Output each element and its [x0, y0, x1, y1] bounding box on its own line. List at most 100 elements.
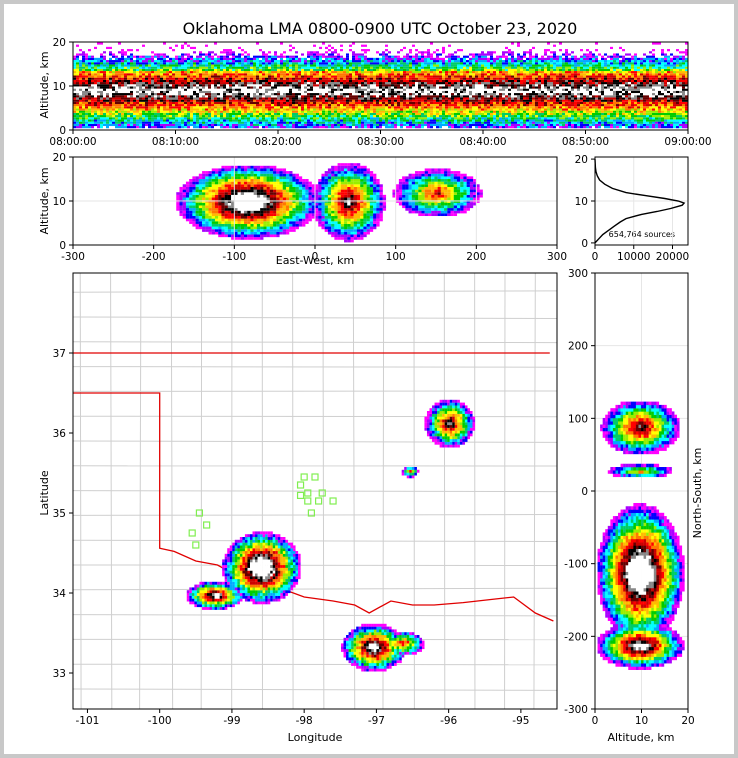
time-density-cell [493, 88, 496, 91]
time-density-cell [394, 110, 397, 113]
time-density-cell [508, 123, 511, 127]
time-density-cell [319, 104, 322, 107]
time-density-cell [424, 123, 427, 127]
time-density-cell [346, 115, 349, 118]
time-density-cell [163, 108, 166, 111]
time-density-cell [469, 82, 472, 85]
time-density-cell [355, 108, 358, 111]
time-density-cell [283, 64, 286, 67]
time-density-cell [112, 93, 115, 96]
time-density-cell [238, 121, 241, 124]
time-density-cell [274, 126, 277, 129]
time-density-cell [481, 71, 484, 74]
time-density-cell [76, 75, 79, 78]
time-density-cell [130, 53, 133, 56]
time-density-cell [298, 126, 301, 129]
time-density-cell [475, 64, 478, 67]
time-density-cell [367, 106, 370, 109]
time-density-cell [364, 77, 367, 80]
time-density-cell [157, 106, 160, 109]
time-density-cell [391, 95, 394, 98]
time-density-cell [307, 108, 310, 111]
time-density-cell [436, 82, 439, 85]
time-density-cell [370, 82, 373, 85]
time-density-cell [514, 108, 517, 111]
time-density-cell [466, 95, 469, 98]
time-density-cell [124, 115, 127, 118]
time-density-cell [193, 86, 196, 89]
time-density-cell [148, 62, 151, 65]
time-density-cell [355, 106, 358, 109]
time-density-cell [121, 121, 124, 124]
time-density-cell [361, 104, 364, 107]
time-density-cell [76, 126, 79, 129]
time-density-cell [490, 64, 493, 67]
time-density-cell [295, 62, 298, 65]
time-density-cell [226, 90, 229, 94]
time-density-cell [130, 117, 133, 120]
time-density-cell [346, 68, 349, 72]
time-density-cell [121, 77, 124, 80]
time-density-cell [277, 126, 280, 129]
time-density-cell [493, 117, 496, 120]
time-density-cell [250, 77, 253, 80]
time-density-cell [367, 123, 370, 127]
time-density-cell [331, 115, 334, 118]
time-density-cell [376, 60, 379, 63]
time-density-cell [73, 90, 76, 94]
time-density-cell [223, 49, 226, 52]
time-density-cell [298, 86, 301, 89]
time-density-cell [343, 99, 346, 102]
time-density-cell [199, 53, 202, 56]
time-density-cell [307, 97, 310, 100]
time-density-cell [94, 97, 97, 100]
time-density-cell [193, 110, 196, 113]
time-density-cell [235, 57, 238, 61]
time-density-cell [505, 93, 508, 96]
time-density-cell [478, 82, 481, 85]
time-density-cell [328, 71, 331, 74]
time-density-cell [160, 119, 163, 122]
time-density-cell [229, 104, 232, 107]
time-density-cell [115, 57, 118, 61]
time-density-cell [340, 108, 343, 111]
time-density-cell [268, 106, 271, 109]
time-density-cell [334, 93, 337, 96]
time-density-cell [154, 82, 157, 85]
time-density-cell [409, 51, 412, 54]
time-density-cell [346, 108, 349, 111]
time-density-cell [76, 115, 79, 118]
time-density-cell [472, 79, 475, 83]
time-density-cell [181, 62, 184, 65]
time-density-cell [394, 79, 397, 83]
time-density-cell [280, 99, 283, 102]
time-density-cell [415, 71, 418, 74]
time-density-cell [283, 55, 286, 58]
time-density-cell [277, 97, 280, 100]
time-density-cell [328, 84, 331, 87]
time-density-cell [85, 101, 88, 105]
time-density-cell [508, 64, 511, 67]
time-density-cell [160, 101, 163, 105]
time-density-cell [145, 121, 148, 124]
time-density-cell [436, 71, 439, 74]
time-density-cell [100, 77, 103, 80]
time-density-cell [355, 55, 358, 58]
time-density-cell [109, 73, 112, 76]
time-density-cell [289, 90, 292, 94]
time-density-cell [250, 106, 253, 109]
time-density-cell [307, 121, 310, 124]
time-density-cell [487, 82, 490, 85]
time-density-cell [412, 84, 415, 87]
time-density-cell [484, 97, 487, 100]
time-density-cell [148, 71, 151, 74]
time-density-cell [436, 53, 439, 56]
time-density-cell [352, 115, 355, 118]
time-density-cell [403, 95, 406, 98]
time-density-cell [442, 77, 445, 80]
time-density-cell [226, 95, 229, 98]
time-density-cell [418, 73, 421, 76]
time-density-cell [175, 68, 178, 72]
time-density-cell [196, 108, 199, 111]
time-density-cell [208, 90, 211, 94]
